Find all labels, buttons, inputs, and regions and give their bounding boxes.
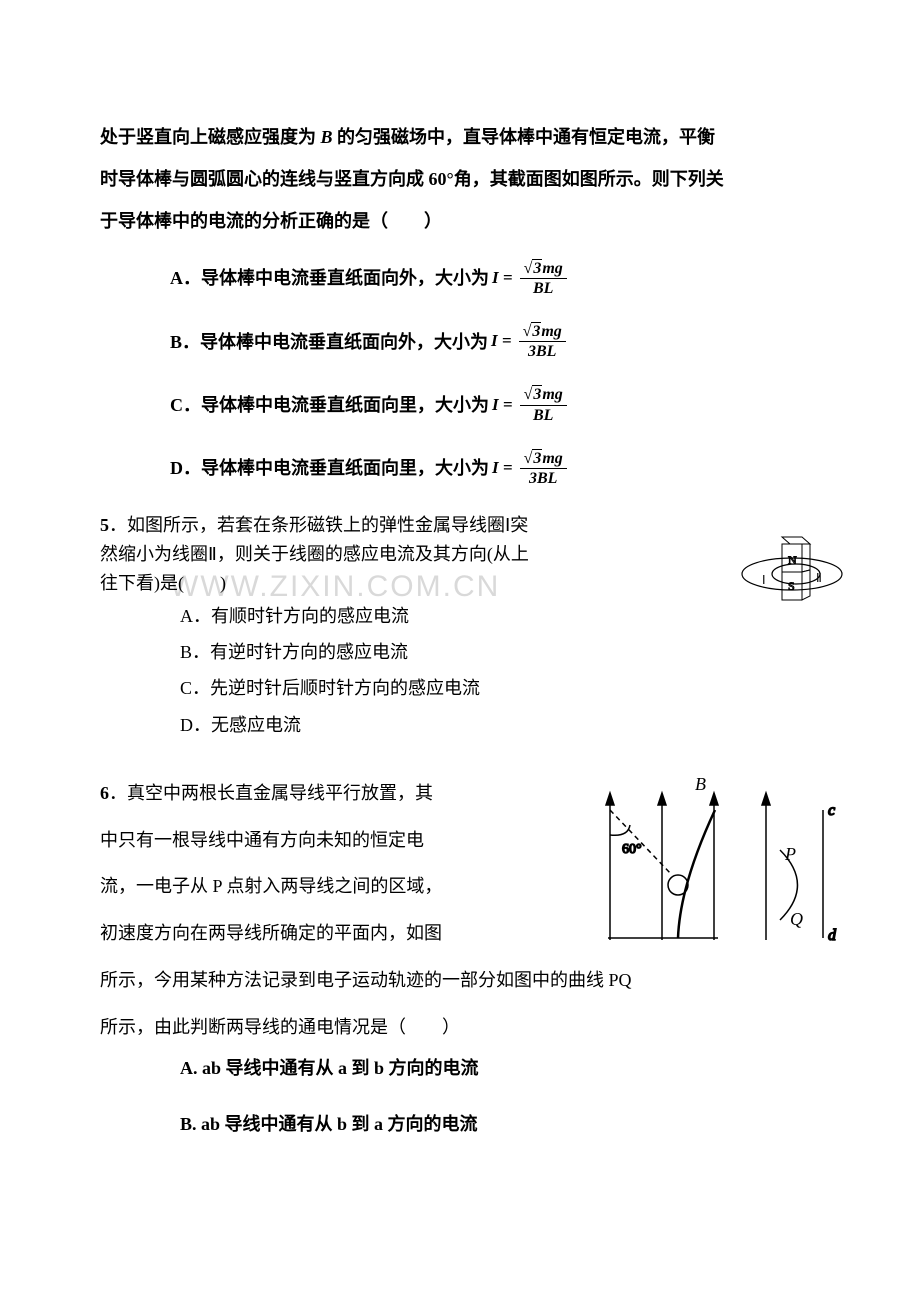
q4-a-label: A．导体棒中电流垂直纸面向外，大小为	[170, 261, 489, 295]
south-label: S	[788, 579, 795, 593]
q5-option-d: D．无感应电流	[100, 708, 820, 742]
q5-option-c: C．先逆时针后顺时针方向的感应电流	[100, 671, 820, 705]
i-equals: I =	[492, 452, 513, 484]
q5-block: 5．如图所示，若套在条形磁铁上的弹性金属导线圈Ⅰ突 然缩小为线圈Ⅱ，则关于线圈的…	[100, 512, 820, 742]
q6-num: 6	[100, 783, 109, 803]
frac-den: BL	[529, 279, 557, 298]
q5-l3: 往下看)是( )	[100, 573, 226, 593]
i-equals: I =	[492, 389, 513, 421]
q4-d-label: D．导体棒中电流垂直纸面向里，大小为	[170, 451, 489, 485]
b-label: B	[695, 775, 706, 794]
q4-option-d: D．导体棒中电流垂直纸面向里，大小为 I = 3mg 3BL	[100, 449, 820, 488]
q6-option-a: A. ab 导线中通有从 a 到 b 方向的电流	[100, 1051, 820, 1085]
q6-block: 6．真空中两根长直金属导线平行放置，其 中只有一根导线中通有方向未知的恒定电 流…	[100, 770, 820, 1141]
q5-line3-wrap: WWW.ZIXIN.COM.CN 往下看)是( )	[100, 570, 570, 597]
field-lines-icon: B 60°	[580, 775, 840, 950]
q5-text: 5．如图所示，若套在条形磁铁上的弹性金属导线圈Ⅰ突 然缩小为线圈Ⅱ，则关于线圈的…	[100, 512, 570, 597]
q4-c-label: C．导体棒中电流垂直纸面向里，大小为	[170, 388, 489, 422]
q4-B: B	[321, 127, 333, 147]
q5-l1: ．如图所示，若套在条形磁铁上的弹性金属导线圈Ⅰ突	[109, 515, 528, 535]
q6-l1: ．真空中两根长直金属导线平行放置，其	[109, 783, 433, 803]
q6-line2: 中只有一根导线中通有方向未知的恒定电	[100, 817, 510, 864]
q4-l1a: 处于竖直向上磁感应强度为	[100, 127, 321, 147]
frac-num: 3mg	[520, 385, 567, 405]
magnet-coil-icon: N S Ⅰ Ⅱ	[720, 532, 850, 627]
fraction: 3mg BL	[520, 259, 567, 298]
q4-line2: 时导体棒与圆弧圆心的连线与竖直方向成 60°角，其截面图如图所示。则下列关	[100, 162, 820, 196]
c-label: c	[828, 802, 835, 819]
frac-den: BL	[529, 406, 557, 425]
fraction: 3mg 3BL	[520, 449, 567, 488]
q4-b-label: B．导体棒中电流垂直纸面向外，大小为	[170, 325, 488, 359]
coil-2-label: Ⅱ	[816, 571, 822, 585]
frac-num: 3mg	[520, 259, 567, 279]
q6-line3: 流，一电子从 P 点射入两导线之间的区域，	[100, 863, 510, 910]
q4-option-b: B．导体棒中电流垂直纸面向外，大小为 I = 3mg 3BL	[100, 322, 820, 361]
q-label: Q	[790, 909, 803, 929]
sqrt-icon: 3	[524, 449, 543, 468]
frac-num: 3mg	[519, 322, 566, 342]
q4-option-a: A．导体棒中电流垂直纸面向外，大小为 I = 3mg BL	[100, 259, 820, 298]
d-label: d	[828, 927, 837, 944]
i-equals: I =	[491, 325, 512, 357]
q5-line2: 然缩小为线圈Ⅱ，则关于线圈的感应电流及其方向(从上	[100, 541, 570, 568]
frac-den: 3BL	[524, 342, 560, 361]
q4-l1b: 的匀强磁场中，直导体棒中通有恒定电流，平衡	[333, 127, 716, 147]
q5-line1: 5．如图所示，若套在条形磁铁上的弹性金属导线圈Ⅰ突	[100, 512, 570, 539]
frac-num: 3mg	[520, 449, 567, 469]
sqrt-icon: 3	[524, 385, 543, 404]
q6-diagram: B 60°	[580, 775, 840, 961]
q6-text: 6．真空中两根长直金属导线平行放置，其 中只有一根导线中通有方向未知的恒定电 流…	[100, 770, 510, 957]
q5-num: 5	[100, 515, 109, 535]
q4-option-c: C．导体棒中电流垂直纸面向里，大小为 I = 3mg BL	[100, 385, 820, 424]
i-equals: I =	[492, 262, 513, 294]
q4-line3: 于导体棒中的电流的分析正确的是（ ）	[100, 204, 820, 238]
q6-option-b: B. ab 导线中通有从 b 到 a 方向的电流	[100, 1107, 820, 1141]
q5-option-a: A．有顺时针方向的感应电流	[100, 599, 820, 633]
fraction: 3mg BL	[520, 385, 567, 424]
q4-block: 处于竖直向上磁感应强度为 B 的匀强磁场中，直导体棒中通有恒定电流，平衡 时导体…	[100, 120, 820, 488]
q6-line5: 所示，今用某种方法记录到电子运动轨迹的一部分如图中的曲线 PQ	[100, 957, 820, 1004]
sqrt-icon: 3	[524, 259, 543, 278]
q6-line1: 6．真空中两根长直金属导线平行放置，其	[100, 770, 510, 817]
q6-line4: 初速度方向在两导线所确定的平面内，如图	[100, 910, 510, 957]
q4-line1: 处于竖直向上磁感应强度为 B 的匀强磁场中，直导体棒中通有恒定电流，平衡	[100, 120, 820, 154]
sqrt-icon: 3	[523, 322, 542, 341]
q5-option-b: B．有逆时针方向的感应电流	[100, 635, 820, 669]
frac-den: 3BL	[525, 469, 561, 488]
fraction: 3mg 3BL	[519, 322, 566, 361]
q6-line6: 所示，由此判断两导线的通电情况是（ ）	[100, 1004, 820, 1051]
q5-diagram: N S Ⅰ Ⅱ	[720, 532, 850, 638]
coil-1-label: Ⅰ	[762, 573, 766, 587]
q6-full: 所示，今用某种方法记录到电子运动轨迹的一部分如图中的曲线 PQ 所示，由此判断两…	[100, 957, 820, 1051]
angle-label: 60°	[622, 842, 642, 857]
